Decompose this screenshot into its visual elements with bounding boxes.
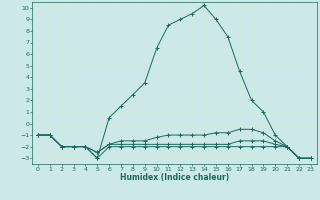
- X-axis label: Humidex (Indice chaleur): Humidex (Indice chaleur): [120, 173, 229, 182]
